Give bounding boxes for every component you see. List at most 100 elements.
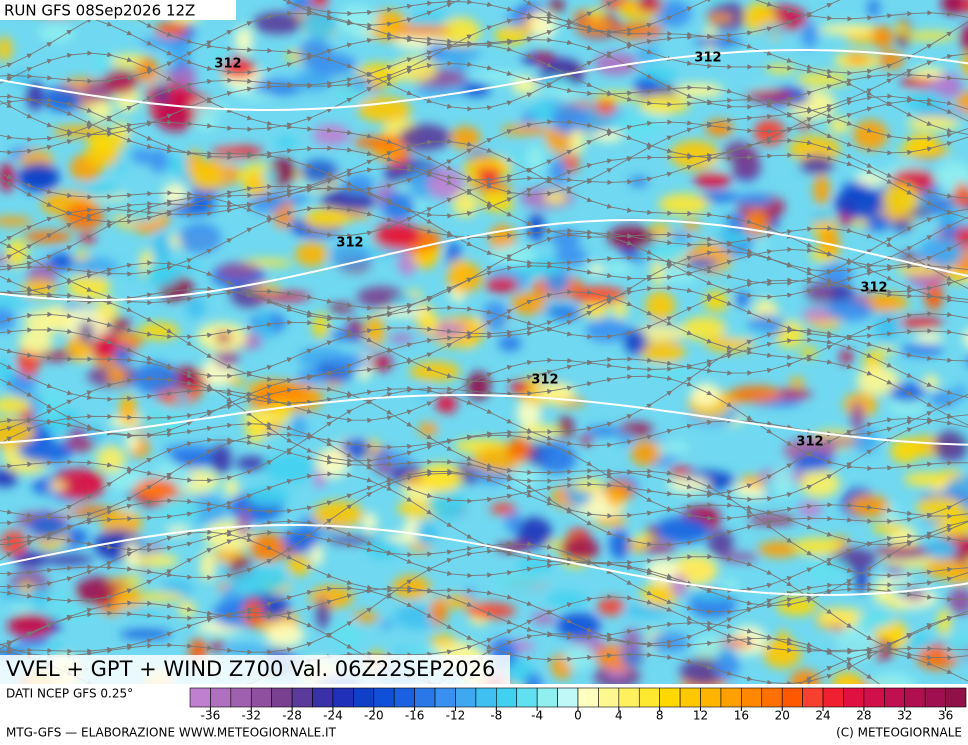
colorbar-label: -20	[364, 709, 384, 723]
vvel-cell	[703, 290, 729, 312]
vvel-cell	[611, 299, 628, 319]
vvel-cell	[190, 162, 224, 191]
vvel-cell	[138, 322, 180, 340]
vvel-cell	[793, 452, 833, 472]
vvel-cell	[262, 86, 302, 95]
vvel-cell	[896, 145, 951, 157]
vvel-cell	[905, 31, 956, 41]
vvel-cell	[819, 263, 853, 286]
vvel-cell	[418, 421, 439, 437]
vvel-cell	[310, 544, 324, 567]
vvel-cell	[449, 126, 481, 150]
vvel-cell	[965, 558, 968, 565]
vvel-cell	[343, 174, 375, 195]
colorbar-swatch	[210, 687, 232, 708]
colorbar-swatch	[475, 687, 497, 708]
vvel-cell	[645, 290, 676, 321]
vvel-cell	[484, 203, 515, 212]
vvel-cell	[328, 355, 370, 370]
vvel-cell	[67, 273, 111, 301]
colorbar-swatch	[720, 687, 742, 708]
colorbar-swatch	[781, 687, 803, 708]
colorbar-label: 12	[693, 709, 708, 723]
vvel-cell	[898, 317, 944, 329]
vvel-cell	[810, 213, 833, 223]
vvel-cell	[510, 291, 546, 316]
colorbar-swatch	[557, 687, 579, 708]
colorbar-swatch	[618, 687, 640, 708]
vvel-cell	[153, 231, 171, 263]
vvel-cell	[67, 505, 113, 517]
vvel-cell	[549, 158, 569, 185]
vvel-cell	[961, 50, 968, 79]
vvel-cell	[683, 258, 719, 269]
vvel-cell	[232, 566, 288, 594]
vvel-cell	[564, 643, 594, 670]
vvel-cell	[275, 136, 298, 150]
vvel-cell	[426, 42, 449, 61]
vvel-cell	[813, 174, 831, 205]
vvel-cell	[17, 162, 60, 193]
colorbar-swatch	[679, 687, 701, 708]
vvel-cell	[891, 219, 913, 232]
vvel-cell	[765, 64, 796, 74]
vvel-cell	[529, 9, 557, 40]
contour-label: 312	[694, 51, 721, 66]
vvel-cell	[557, 415, 574, 440]
contour-line	[0, 524, 968, 596]
vvel-cell	[844, 53, 871, 65]
vvel-cell	[235, 456, 267, 471]
vvel-cell	[546, 592, 588, 607]
vvel-cell	[64, 202, 104, 231]
vvel-cell	[79, 321, 94, 344]
contour-label: 312	[796, 435, 823, 450]
vvel-cell	[800, 21, 818, 48]
run-label: RUN GFS 08Sep2026 12Z	[4, 2, 195, 20]
colorbar-swatch	[863, 687, 885, 708]
colorbar-swatch	[924, 687, 946, 708]
vvel-cell	[369, 452, 412, 464]
vvel-cell	[49, 593, 76, 604]
vvel-cell	[707, 529, 734, 557]
colorbar-swatch	[250, 687, 272, 708]
vvel-cell	[101, 69, 138, 95]
colorbar-label: -4	[531, 709, 543, 723]
vvel-cell	[168, 155, 188, 175]
vvel-cell	[148, 543, 164, 553]
colorbar-swatch	[230, 687, 252, 708]
vvel-cell	[579, 434, 593, 445]
vvel-cell	[210, 640, 225, 653]
colorbar-label: -16	[405, 709, 425, 723]
title-box	[0, 655, 510, 684]
vvel-cell	[392, 575, 431, 600]
vvel-cell	[953, 182, 968, 208]
vvel-cell	[799, 346, 817, 358]
vvel-cell	[352, 136, 403, 149]
colorbar-swatch	[373, 687, 395, 708]
colorbar-label: 20	[775, 709, 790, 723]
contour-label: 312	[214, 57, 241, 72]
vvel-cell	[834, 187, 883, 219]
vvel-cell	[770, 467, 795, 498]
vvel-cell	[296, 370, 327, 384]
vvel-cell	[585, 318, 630, 343]
vvel-cell	[607, 489, 624, 509]
colorbar-swatch	[741, 687, 763, 708]
vvel-cell	[857, 610, 895, 628]
vvel-cell	[874, 311, 900, 342]
vvel-cell	[819, 23, 874, 36]
vvel-cell	[264, 453, 318, 484]
vvel-cell	[303, 207, 350, 230]
vvel-cell	[797, 501, 823, 518]
vvel-cell	[420, 462, 463, 493]
vvel-cell	[911, 67, 945, 80]
vvel-cell	[178, 222, 222, 254]
vvel-cell	[719, 552, 758, 563]
vvel-cell	[379, 620, 394, 629]
colorbar-swatch	[332, 687, 354, 708]
vvel-cell	[236, 509, 251, 538]
vvel-cell	[429, 634, 456, 646]
colorbar-label: 0	[574, 709, 582, 723]
